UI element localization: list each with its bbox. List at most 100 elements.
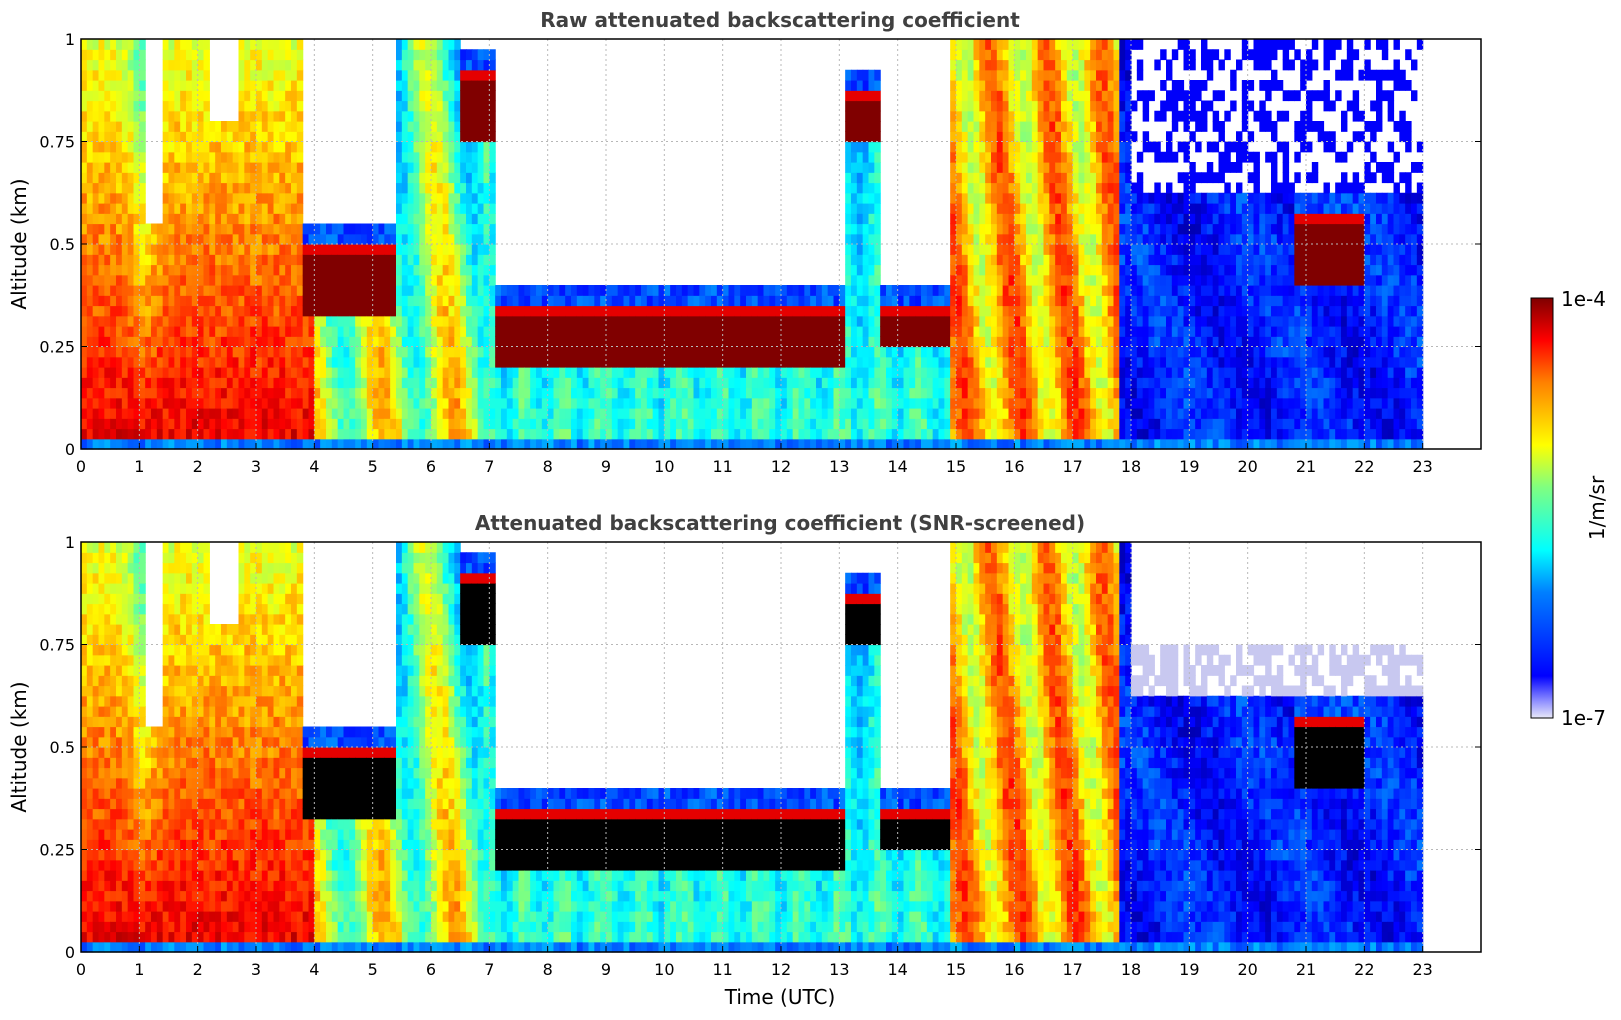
- heatmap-cell: [431, 336, 438, 348]
- heatmap-cell: [956, 295, 963, 307]
- heatmap-cell: [296, 223, 304, 235]
- heatmap-cell: [786, 408, 794, 419]
- heatmap-cell: [110, 254, 117, 266]
- heatmap-cell: [320, 326, 327, 337]
- heatmap-cell: [127, 367, 135, 378]
- heatmap-cell: [431, 203, 438, 214]
- heatmap-cell: [565, 356, 572, 368]
- heatmap-cell: [145, 233, 152, 245]
- heatmap-cell: [740, 367, 747, 378]
- heatmap-cell: [524, 285, 531, 296]
- heatmap-cell: [81, 315, 88, 327]
- heatmap-cell: [1026, 182, 1033, 194]
- heatmap-cell: [285, 151, 292, 163]
- heatmap-cell: [401, 141, 409, 153]
- heatmap-cell: [711, 356, 718, 368]
- heatmap-cell: [460, 315, 467, 327]
- heatmap-cell: [1014, 285, 1021, 296]
- heatmap-cell: [1055, 285, 1062, 296]
- heatmap-cell: [244, 408, 251, 419]
- heatmap-cell: [1084, 100, 1091, 112]
- heatmap-cell: [821, 295, 829, 307]
- heatmap-cell: [1066, 336, 1074, 348]
- heatmap-cell: [431, 59, 438, 71]
- heatmap-cell: [518, 397, 525, 409]
- heatmap-cell: [921, 295, 928, 307]
- heatmap-cell: [221, 408, 228, 419]
- heatmap-cell: [874, 336, 881, 348]
- heatmap-cell: [506, 367, 514, 378]
- heatmap-cell: [909, 315, 916, 327]
- heatmap-cell: [425, 264, 432, 276]
- heatmap-cell: [611, 356, 619, 368]
- heatmap-cell: [454, 49, 461, 61]
- heatmap-cell: [687, 397, 695, 409]
- heatmap-cell: [851, 377, 858, 389]
- heatmap-cell: [722, 315, 730, 327]
- heatmap-cell: [256, 223, 263, 235]
- heatmap-cell: [285, 213, 292, 225]
- heatmap-cell: [1043, 192, 1050, 204]
- heatmap-cell: [156, 285, 164, 296]
- heatmap-cell: [821, 397, 829, 409]
- heatmap-cell: [331, 264, 339, 276]
- heatmap-cell: [495, 356, 502, 368]
- heatmap-cell: [419, 346, 426, 358]
- heatmap-cell: [903, 438, 910, 450]
- heatmap-cell: [186, 356, 193, 368]
- heatmap-cell: [139, 223, 146, 235]
- heatmap-cell: [1066, 244, 1074, 255]
- heatmap-cell: [425, 192, 432, 204]
- heatmap-cell: [110, 49, 117, 61]
- heatmap-cell: [279, 121, 286, 132]
- heatmap-cell: [1119, 408, 1126, 419]
- heatmap-cell: [681, 367, 689, 378]
- heatmap-cell: [127, 59, 135, 71]
- heatmap-cell: [588, 387, 595, 399]
- heatmap-cell: [331, 346, 339, 358]
- heatmap-cell: [1002, 131, 1010, 143]
- heatmap-cell: [174, 39, 181, 50]
- heatmap-cell: [250, 59, 257, 71]
- heatmap-cell: [413, 141, 420, 153]
- heatmap-cell: [588, 377, 595, 389]
- heatmap-cell: [273, 80, 280, 91]
- heatmap-cell: [221, 192, 228, 204]
- heatmap-cell: [856, 264, 864, 276]
- heatmap-cell: [116, 285, 123, 296]
- heatmap-cell: [372, 408, 380, 419]
- heatmap-cell: [1055, 192, 1062, 204]
- heatmap-cell: [489, 305, 496, 317]
- heatmap-cell: [256, 387, 263, 399]
- heatmap-cell: [804, 295, 811, 307]
- heatmap-cell: [261, 233, 269, 245]
- heatmap-cell: [1096, 233, 1103, 245]
- heatmap-cell: [956, 182, 963, 194]
- heatmap-cell: [1107, 151, 1115, 163]
- heatmap-cell: [518, 315, 525, 327]
- heatmap-cell: [186, 418, 193, 430]
- heatmap-cell: [250, 387, 257, 399]
- heatmap-cell: [687, 285, 695, 296]
- heatmap-cell: [156, 264, 164, 276]
- heatmap-cell: [279, 213, 286, 225]
- heatmap-cell: [291, 39, 298, 50]
- heatmap-cell: [110, 192, 117, 204]
- heatmap-cell: [1090, 162, 1097, 173]
- heatmap-cell: [343, 264, 350, 276]
- heatmap-cell: [285, 131, 292, 143]
- heatmap-cell: [483, 59, 490, 71]
- heatmap-cell: [296, 233, 304, 245]
- heatmap-cell: [396, 264, 403, 276]
- heatmap-cell: [448, 315, 455, 327]
- heatmap-cell: [291, 367, 298, 378]
- heatmap-cell: [448, 367, 455, 378]
- heatmap-cell: [1078, 121, 1085, 132]
- heatmap-cell: [285, 387, 292, 399]
- heatmap-cell: [186, 346, 193, 358]
- heatmap-cell: [180, 69, 187, 81]
- heatmap-cell: [86, 315, 94, 327]
- heatmap-cell: [86, 418, 94, 430]
- heatmap-cell: [425, 305, 432, 317]
- heatmap-cell: [944, 377, 951, 389]
